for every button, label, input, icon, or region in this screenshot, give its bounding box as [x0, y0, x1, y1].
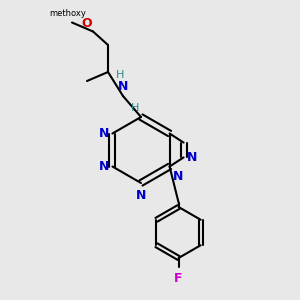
- Text: F: F: [174, 272, 183, 284]
- Text: N: N: [98, 160, 109, 173]
- Text: O: O: [81, 17, 92, 30]
- Text: H: H: [116, 70, 124, 80]
- Text: N: N: [136, 189, 146, 202]
- Text: N: N: [118, 80, 128, 93]
- Text: H: H: [131, 103, 139, 113]
- Text: N: N: [98, 127, 109, 140]
- Text: N: N: [187, 151, 198, 164]
- Text: N: N: [172, 169, 183, 182]
- Text: methoxy: methoxy: [49, 9, 86, 18]
